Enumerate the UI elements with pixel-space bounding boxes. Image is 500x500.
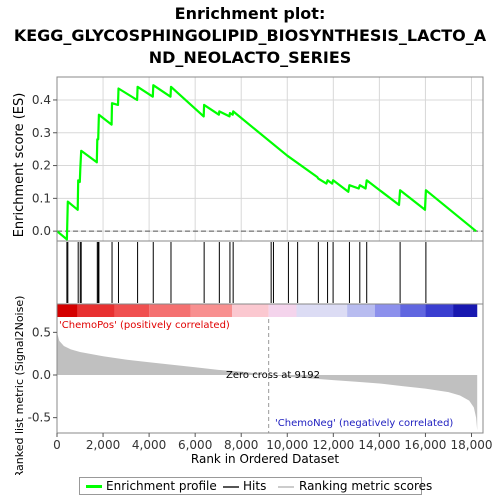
- heatmap-band-3: [149, 304, 191, 317]
- metric-y-axis-label: Ranked list metric (Signal2Noise): [13, 296, 26, 475]
- neg-correlated-label: 'ChemoNeg' (negatively correlated): [275, 418, 453, 429]
- metric-panel-frame: [56, 303, 484, 434]
- es-y-tick-label-1: 0.1: [32, 191, 51, 205]
- zero-cross-label: Zero cross at 9192: [226, 370, 320, 381]
- heatmap-band-10: [400, 304, 426, 317]
- chart-title-line-3: ND_NEOLACTO_SERIES: [148, 48, 352, 67]
- x-tick-label-7: 14,000: [358, 438, 400, 452]
- heatmap-band-5: [232, 304, 269, 317]
- x-tick-label-6: 12,000: [312, 438, 354, 452]
- legend-hits-swatch: [223, 486, 239, 488]
- heatmap-band-0: [57, 304, 78, 317]
- axes: 0.0 0.1 0.2 0.3 0.4 -0.5 0.0 0.5 0 2,000 4,000 6,00…: [28, 76, 492, 452]
- legend-metric-swatch: [278, 486, 294, 488]
- heatmap-band-11: [425, 304, 454, 317]
- legend-profile-swatch: [86, 485, 102, 488]
- chart-title-line-1: Enrichment plot:: [174, 4, 326, 23]
- es-gridlines: [56, 77, 483, 241]
- es-y-tick-label-2: 0.2: [32, 159, 51, 173]
- pos-correlated-label: 'ChemoPos' (positively correlated): [59, 320, 230, 331]
- legend-metric-label: Ranking metric scores: [299, 479, 433, 493]
- es-y-tick-label-3: 0.3: [32, 126, 51, 140]
- es-y-axis-label: Enrichment score (ES): [12, 93, 27, 238]
- metric-plot-area: [57, 319, 478, 433]
- heatmap-band-8: [347, 304, 375, 317]
- x-tick-label-2: 4,000: [132, 438, 166, 452]
- legend: Enrichment profile Hits Ranking metric s…: [79, 477, 432, 495]
- heatmap-band-9: [374, 304, 401, 317]
- rank-heatmap-bar: [57, 304, 478, 317]
- x-tick-label-0: 0: [53, 438, 61, 452]
- hits-panel-frame: [56, 240, 484, 305]
- es-plot-area: [56, 84, 477, 241]
- heatmap-band-1: [77, 304, 115, 317]
- x-tick-label-3: 6,000: [178, 438, 212, 452]
- x-tick-label-8: 16,000: [404, 438, 446, 452]
- heatmap-band-6: [268, 304, 297, 317]
- chart-title-line-2: KEGG_GLYCOSPHINGOLIPID_BIOSYNTHESIS_LACT…: [13, 26, 487, 45]
- metric-y-tick-label-0: -0.5: [28, 411, 51, 425]
- legend-profile-label: Enrichment profile: [106, 479, 217, 493]
- ranking-metric-area: [57, 332, 478, 431]
- x-axis-label: Rank in Ordered Dataset: [191, 452, 339, 466]
- metric-y-tick-label-2: 0.5: [32, 325, 51, 339]
- x-tick-label-5: 10,000: [266, 438, 308, 452]
- x-tick-label-1: 2,000: [86, 438, 120, 452]
- x-tick-label-9: 18,000: [450, 438, 492, 452]
- heatmap-band-7: [296, 304, 348, 317]
- x-tick-label-4: 8,000: [224, 438, 258, 452]
- es-y-tick-label-4: 0.4: [32, 93, 51, 107]
- es-y-tick-label-0: 0.0: [32, 224, 51, 238]
- enrichment-profile-line: [56, 84, 477, 241]
- heatmap-band-2: [114, 304, 150, 317]
- heatmap-band-12: [453, 304, 478, 317]
- metric-y-tick-label-1: 0.0: [32, 368, 51, 382]
- hits-panel: [66, 242, 427, 303]
- legend-hits-label: Hits: [243, 479, 267, 493]
- heatmap-band-4: [190, 304, 233, 317]
- enrichment-chart: 0.0 0.1 0.2 0.3 0.4 -0.5 0.0 0.5 0 2,000 4,000 6,00…: [12, 76, 492, 475]
- es-panel-frame: [56, 76, 484, 242]
